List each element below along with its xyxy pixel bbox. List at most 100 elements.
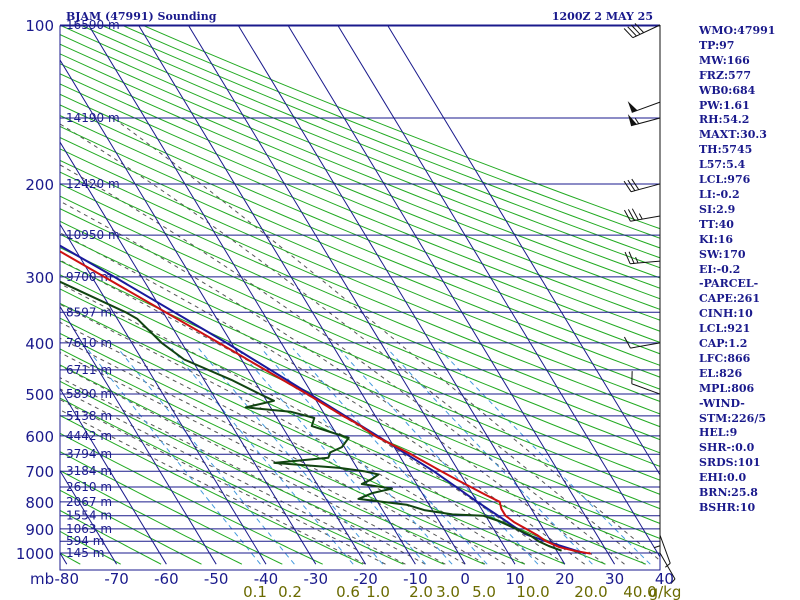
index-entry: SI:2.9 (699, 202, 736, 216)
wind-barb-half-flag (653, 545, 661, 549)
wind-barb (627, 101, 661, 113)
dry-adiabat-line (60, 364, 485, 565)
temperature-tick-label: 20 (555, 570, 574, 588)
temperature-trace (60, 250, 591, 555)
wind-barb-flag (628, 251, 635, 264)
wind-barb-shaft (630, 260, 661, 265)
wind-barb-pennant (627, 114, 637, 126)
height-label: 9700 m (66, 270, 112, 284)
height-label: 2610 m (66, 480, 112, 494)
index-entry: -PARCEL- (699, 277, 759, 291)
dry-adiabat-line (60, 83, 660, 332)
height-label: 1063 m (66, 522, 112, 536)
wind-barb-half-flag (664, 562, 671, 568)
mixing-ratio-label: 0.1 (243, 583, 267, 600)
mixing-ratio-label: 2.0 (409, 583, 433, 600)
index-entry: CAPE:261 (699, 292, 760, 306)
isotherm-line (60, 305, 217, 565)
height-label: 3794 m (66, 447, 112, 461)
mixing-ratio-line (386, 348, 593, 565)
mixing-ratio-lines (86, 348, 651, 565)
isotherm-line (287, 26, 616, 565)
wind-barb-half-flag (635, 257, 639, 264)
wind-barb-shaft (631, 383, 661, 395)
pressure-tick-label: 300 (25, 269, 54, 287)
pressure-axis-unit: mb (30, 570, 54, 588)
height-label: 14190 m (66, 111, 120, 125)
dry-adiabat-line (60, 183, 660, 441)
index-entry: TT:40 (699, 217, 734, 231)
index-entry: EI:-0.2 (699, 262, 741, 276)
wind-barb-flag (623, 180, 632, 192)
dry-adiabat-line (60, 233, 660, 495)
sounding-time: 1200Z 2 MAY 25 (552, 10, 653, 23)
wind-barb-flag (624, 251, 631, 264)
index-entry: STM:226/5 (699, 411, 766, 425)
index-entry: TH:5745 (699, 143, 753, 157)
dry-adiabat-line (60, 53, 660, 300)
mixing-ratio-label: 0.6 (336, 583, 360, 600)
mixing-ratio-label: 5.0 (472, 583, 496, 600)
index-entry: LI:-0.2 (699, 187, 740, 201)
wind-barb-pennant (627, 101, 638, 113)
index-entry: EL:826 (699, 366, 743, 380)
index-entry: WB0:684 (699, 83, 756, 97)
index-entry: LFC:866 (699, 351, 751, 365)
pressure-tick-label: 600 (25, 428, 54, 446)
wind-barb-flag (634, 23, 645, 33)
dry-adiabat-line (60, 332, 566, 565)
dry-adiabat-line (60, 414, 364, 565)
station-title: BJAM (47991) Sounding (66, 10, 217, 23)
temperature-tick-label: -60 (154, 570, 179, 588)
height-label: 7610 m (66, 336, 112, 350)
temperature-tick-label: -20 (353, 570, 378, 588)
pressure-tick-label: 200 (25, 176, 54, 194)
dry-adiabat-line (60, 220, 660, 481)
height-labels: 16590 m 14190 m 12420 m 10950 m 9700 m 8597 m… (66, 18, 120, 560)
temperature-tick-label: -50 (204, 570, 229, 588)
mixing-ratio-line (438, 348, 651, 565)
dry-adiabat-line (60, 246, 660, 510)
wind-barbs (623, 23, 676, 585)
index-entry: L57:5.4 (699, 158, 746, 172)
index-entry: RH:54.2 (699, 113, 750, 127)
height-label: 1554 m (66, 509, 112, 523)
wind-barb-half-flag (634, 118, 640, 124)
height-label: 6711 m (66, 363, 112, 377)
isotherm-line (188, 26, 516, 565)
wind-barb (623, 208, 661, 222)
index-entry: MPL:806 (699, 381, 755, 395)
temperature-tick-label: -70 (104, 570, 129, 588)
mixing-ratio-label: 40.0 (623, 583, 656, 600)
mixing-ratio-line (86, 348, 261, 565)
index-entry: WMO:47991 (699, 24, 776, 37)
isotherm-line (0, 1, 17, 564)
mixing-ratio-line (237, 348, 426, 565)
dry-adiabat-line (60, 274, 660, 540)
height-label: 8597 m (66, 305, 112, 319)
mixing-ratio-line (171, 348, 354, 565)
index-entry: LCL:976 (699, 173, 751, 187)
dry-adiabat-line (60, 451, 283, 565)
index-entry: SHR-:0.0 (699, 441, 755, 455)
height-label: 12420 m (66, 177, 120, 191)
wind-barb-shaft (630, 215, 661, 222)
temperature-tick-label: 30 (605, 570, 624, 588)
dry-adiabat-line (60, 470, 243, 565)
moist-adiabat-line (60, 409, 366, 565)
dry-adiabat-line (60, 171, 660, 428)
mixing-ratio-label: 1.0 (366, 583, 390, 600)
isotherm-line (238, 26, 566, 565)
isotherm-line (387, 26, 660, 476)
height-label: 3184 m (66, 464, 112, 478)
pressure-tick-label: 900 (25, 521, 54, 539)
dewpoint-trace (60, 280, 562, 552)
mixing-ratio-label: 20.0 (574, 583, 607, 600)
wind-barb-flag (627, 209, 635, 221)
dry-adiabat-line (60, 195, 660, 454)
mixing-ratio-label: 0.2 (278, 583, 302, 600)
dry-adiabat-line (60, 93, 660, 343)
wind-barb (623, 336, 661, 349)
index-entry: CAP:1.2 (699, 337, 748, 351)
